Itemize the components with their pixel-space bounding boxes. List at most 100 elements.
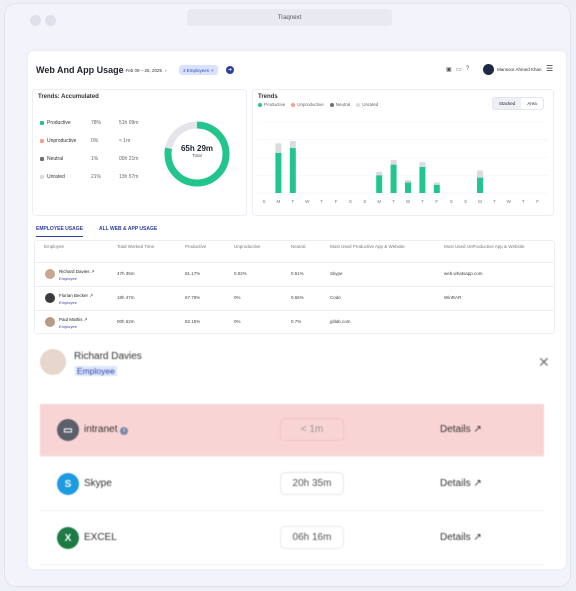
external-link-icon[interactable]: ↗ — [90, 269, 95, 274]
unproductive-percent: 0% — [234, 319, 241, 324]
table-row[interactable]: Florian Becker ↗ Employee 19h 47m 67.79%… — [35, 286, 554, 310]
legend-swatch-icon — [40, 121, 44, 125]
external-link-icon: ↗ — [473, 532, 482, 543]
table-row[interactable]: Paul Mathis ↗ Employee 00h 52m 82.15% 0%… — [35, 310, 554, 334]
window-dot[interactable] — [45, 15, 56, 26]
details-label: Details — [440, 424, 471, 435]
stat-percent: 0% — [91, 138, 99, 144]
chevron-right-icon[interactable]: › — [165, 67, 167, 73]
window-dot[interactable] — [30, 15, 41, 26]
detail-employee-role: Employee — [75, 366, 117, 376]
employee-name-text: Florian Becker — [59, 293, 89, 298]
avatar — [40, 349, 66, 375]
bar-unrated[interactable] — [289, 140, 296, 149]
bar-productive[interactable] — [477, 177, 483, 193]
close-icon[interactable]: ✕ — [538, 354, 550, 370]
employee-name[interactable]: Richard Davies ↗ — [59, 269, 95, 275]
bar-productive[interactable] — [275, 152, 282, 193]
table-row[interactable]: Richard Davies ↗ Employee 47h 35m 81.17%… — [35, 262, 554, 286]
close-icon[interactable]: × — [211, 67, 214, 73]
x-tick-label: M — [478, 199, 482, 204]
avatar[interactable] — [483, 64, 494, 75]
external-link-icon: ↗ — [473, 478, 482, 489]
chat-icon[interactable]: ▭ — [456, 67, 462, 73]
intranet-app-icon: ▭ — [57, 419, 79, 441]
employee-filter-chip[interactable]: 3 Employees × — [179, 65, 218, 75]
x-tick-label: T — [320, 199, 323, 204]
apply-filter-button[interactable]: ➜ — [226, 66, 234, 74]
stat-time: 51h 09m — [119, 120, 139, 126]
bar-unrated[interactable] — [477, 170, 483, 178]
x-tick-label: W — [507, 199, 512, 204]
stat-name: Productive — [47, 120, 71, 126]
avatar — [45, 293, 55, 303]
bar-productive[interactable] — [390, 164, 397, 193]
legend-item: Neutral — [329, 102, 351, 107]
tab-all-web-app-usage[interactable]: ALL WEB & APP USAGE — [98, 226, 158, 232]
chart-mode-toggle[interactable]: Stacked Area — [492, 97, 544, 110]
app-name-text: intranet — [84, 424, 118, 435]
employee-name[interactable]: Florian Becker ↗ — [59, 293, 93, 299]
notification-icon[interactable]: ▣ — [446, 67, 452, 73]
app-time: < 1m — [280, 418, 344, 441]
app-time: 20h 35m — [280, 472, 344, 495]
help-icon[interactable]: ? — [466, 66, 470, 72]
bar-unrated[interactable] — [405, 179, 411, 183]
details-link[interactable]: Details ↗ — [440, 532, 482, 543]
stat-row: Neutral 1% 00h 21m — [40, 156, 138, 162]
bar-productive[interactable] — [405, 182, 411, 193]
panel-title: Trends — [258, 94, 278, 100]
stat-name: Unproductive — [47, 138, 77, 144]
toggle-stacked[interactable]: Stacked — [493, 98, 522, 109]
stat-percent: 21% — [91, 174, 102, 180]
bar-unrated[interactable] — [433, 182, 440, 185]
date-range-picker[interactable]: ‹ Feb 09 – 25, 2025 › — [121, 65, 167, 75]
info-icon[interactable]: i — [120, 427, 129, 435]
details-link[interactable]: Details ↗ — [440, 478, 482, 489]
bar-productive[interactable] — [433, 184, 440, 193]
app-usage-row[interactable]: S Skype 20h 35m Details ↗ — [40, 458, 544, 511]
chevron-left-icon[interactable]: ‹ — [121, 67, 123, 73]
date-range-text: Feb 09 – 25, 2025 — [125, 67, 163, 73]
total-donut — [164, 121, 230, 187]
stat-row: Unproductive 0% < 1m — [40, 138, 130, 144]
bar-productive[interactable] — [376, 175, 383, 193]
x-tick-label: T — [421, 199, 424, 204]
user-name[interactable]: Mansoor Ahmed Khan — [497, 67, 542, 72]
bar-unrated[interactable] — [376, 171, 383, 176]
column-header: Total Worked Time — [117, 244, 155, 249]
page-title: Web And App Usage — [36, 65, 124, 75]
tab-employee-usage[interactable]: EMPLOYEE USAGE — [36, 226, 83, 237]
toggle-area[interactable]: Area — [527, 101, 537, 106]
details-link[interactable]: Details ↗ — [440, 424, 482, 435]
x-tick-label: T — [392, 199, 395, 204]
stat-row: Unrated 21% 13h 57m — [40, 174, 138, 180]
total-worked-time: 00h 52m — [117, 319, 135, 324]
stat-percent: 78% — [91, 120, 102, 126]
bar-unrated[interactable] — [419, 162, 426, 167]
external-link-icon[interactable]: ↗ — [89, 293, 94, 298]
bar-productive[interactable] — [289, 148, 296, 193]
menu-icon[interactable]: ☰ — [546, 64, 554, 73]
legend-swatch-icon — [258, 102, 262, 107]
x-tick-label: S — [262, 199, 265, 204]
x-tick-label: F — [435, 199, 438, 204]
employee-name[interactable]: Paul Mathis ↗ — [59, 317, 88, 323]
app-usage-row[interactable]: X EXCEL 06h 16m Details ↗ — [40, 512, 544, 565]
app-name: Skype — [84, 478, 112, 489]
legend-label: Unrated — [362, 102, 379, 107]
app-usage-row[interactable]: ▭ intranet i < 1m Details ↗ — [40, 404, 544, 457]
most-used-productive-app: gitlab.com — [330, 319, 351, 324]
legend-swatch-icon — [40, 175, 44, 179]
address-bar[interactable]: Traqnext — [187, 9, 392, 26]
external-link-icon[interactable]: ↗ — [83, 317, 88, 322]
legend-label: Neutral — [335, 102, 351, 107]
bar-productive[interactable] — [419, 166, 426, 193]
bar-unrated[interactable] — [390, 159, 397, 165]
total-worked-time: 47h 35m — [117, 271, 135, 276]
external-link-icon: ↗ — [473, 424, 482, 435]
bar-unrated[interactable] — [275, 143, 282, 153]
x-tick-label: F — [335, 199, 338, 204]
x-tick-label: S — [349, 199, 352, 204]
legend-swatch-icon — [356, 102, 361, 107]
